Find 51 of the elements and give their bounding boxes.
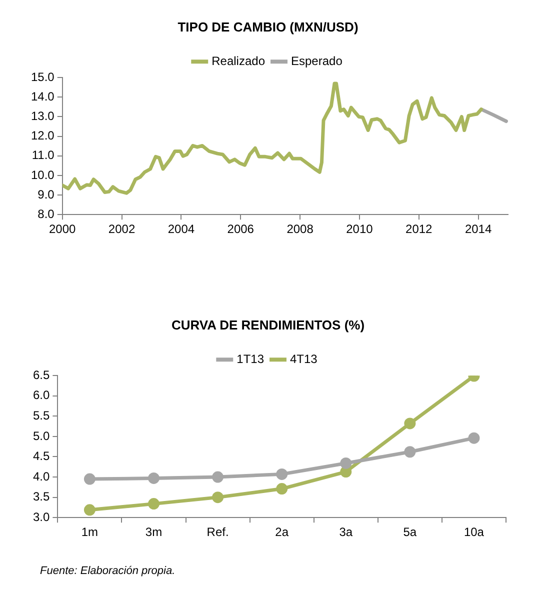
point (276, 468, 288, 480)
x-tick-label: 10a (464, 525, 484, 540)
x-tick-label: 2002 (108, 222, 136, 236)
y-tick-label: 3.5 (32, 490, 50, 504)
y-tick-label: 6.5 (32, 368, 50, 382)
point (212, 492, 224, 504)
legend-label: 1T13 (236, 352, 264, 366)
chart-title: CURVA DE RENDIMIENTOS (%) (171, 317, 365, 332)
y-tick-label: 15.0 (30, 70, 55, 84)
x-tick-label: 3m (145, 525, 162, 540)
x-tick-label: 2000 (49, 222, 76, 236)
x-tick-label: 2014 (464, 222, 492, 236)
y-tick-label: 5.5 (32, 408, 50, 422)
y-tick-label: 9.0 (38, 187, 55, 202)
point (468, 432, 480, 444)
x-tick-label: 2006 (227, 222, 254, 236)
point (84, 504, 96, 516)
y-tick-label: 3.0 (32, 510, 50, 524)
point (148, 472, 160, 484)
x-tick-label: 2012 (406, 222, 433, 236)
y-tick-label: 4.0 (32, 469, 50, 484)
x-tick-label: Ref. (206, 525, 229, 540)
y-tick-label: 12.0 (30, 128, 55, 143)
point (404, 418, 416, 430)
point (340, 466, 352, 478)
point (340, 457, 352, 469)
x-tick-label: 2010 (346, 222, 374, 236)
y-tick-label: 14.0 (30, 89, 55, 104)
point (404, 446, 416, 458)
y-tick-label: 11.0 (32, 148, 55, 162)
y-tick-label: 4.5 (32, 449, 50, 464)
x-tick-label: 2004 (168, 222, 195, 236)
legend-label: 4T13 (290, 352, 318, 366)
y-tick-label: 5.0 (32, 428, 50, 443)
y-tick-label: 10.0 (30, 168, 55, 182)
x-tick-label: 2008 (286, 222, 314, 236)
y-tick-label: 13.0 (30, 109, 55, 124)
point (212, 471, 224, 483)
source-note: Fuente: Elaboración propia. (39, 565, 176, 577)
y-tick-label: 6.0 (32, 388, 50, 402)
point (84, 473, 96, 485)
x-tick-label: 1m (81, 525, 98, 540)
chart-title: TIPO DE CAMBIO (MXN/USD) (178, 19, 358, 34)
point (276, 483, 288, 495)
x-tick-label: 3a (339, 525, 353, 540)
x-tick-label: 2a (275, 525, 289, 540)
y-tick-label: 8.0 (38, 206, 55, 221)
x-tick-label: 5a (403, 525, 417, 540)
point (148, 498, 160, 510)
legend-label: Realizado (212, 54, 266, 68)
legend-label: Esperado (291, 54, 343, 68)
